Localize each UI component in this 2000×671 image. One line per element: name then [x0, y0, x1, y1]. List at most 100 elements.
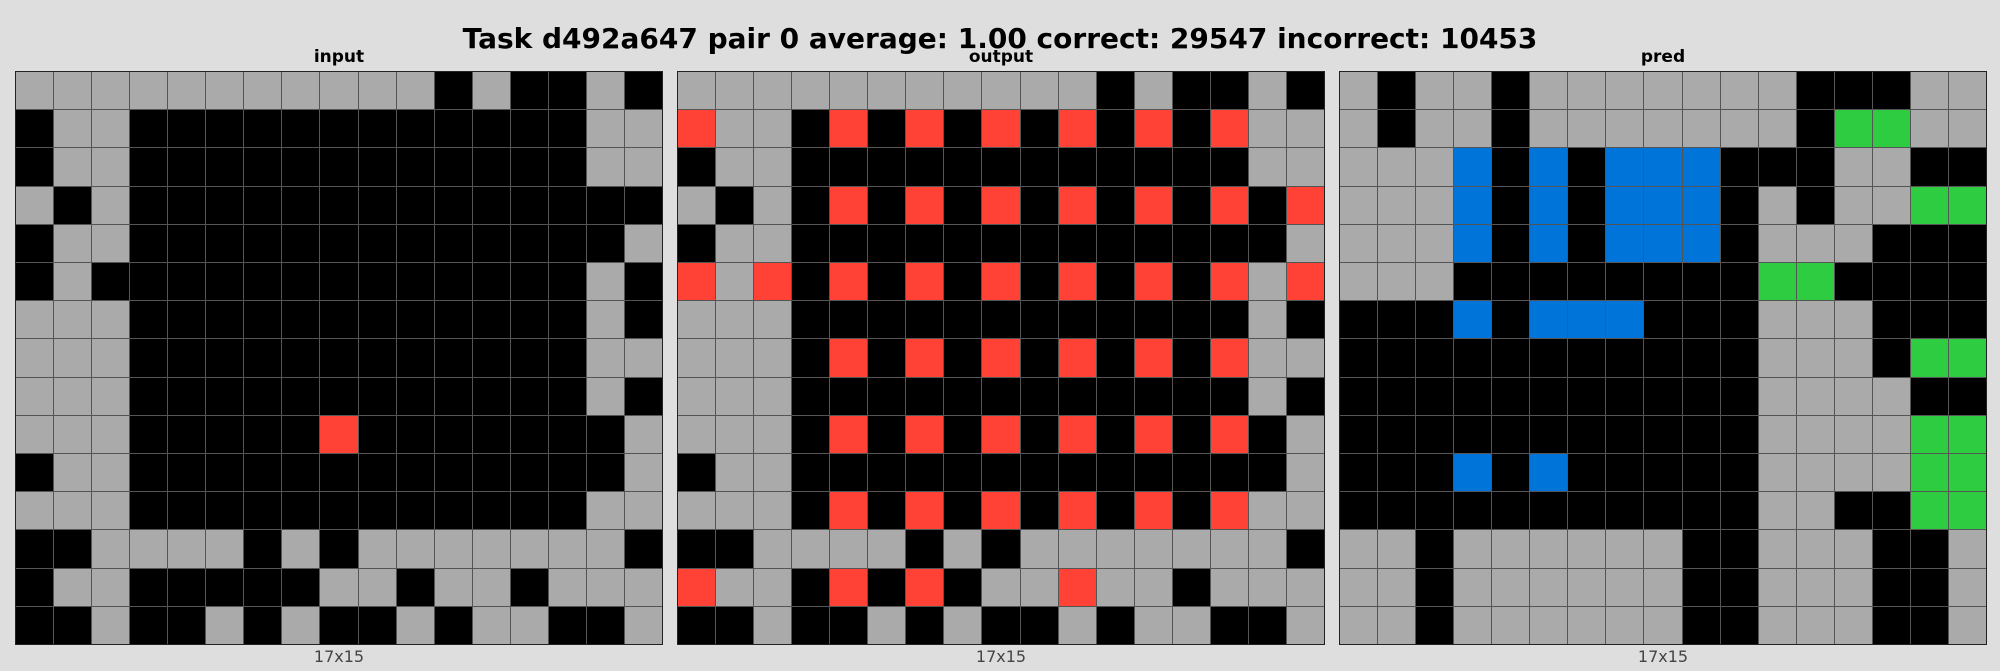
- input-panel: input 17x15: [15, 46, 663, 666]
- grid-cell: [716, 606, 754, 644]
- grid-cell: [586, 530, 624, 568]
- grid-cell: [678, 148, 716, 186]
- grid-cell: [1378, 568, 1416, 606]
- grid-cell: [1568, 301, 1606, 339]
- grid-cell: [1134, 110, 1172, 148]
- grid-cell: [754, 263, 792, 301]
- grid-cell: [868, 530, 906, 568]
- grid-cell: [1416, 224, 1454, 262]
- grid-cell: [1416, 606, 1454, 644]
- grid-cell: [1644, 224, 1682, 262]
- grid-cell: [434, 606, 472, 644]
- grid-cell: [792, 568, 830, 606]
- grid-cell: [472, 377, 510, 415]
- grid-cell: [1058, 263, 1096, 301]
- grid-cell: [92, 377, 130, 415]
- grid-cell: [830, 606, 868, 644]
- grid-cell: [754, 301, 792, 339]
- grid-cell: [944, 224, 982, 262]
- grid-cell: [906, 377, 944, 415]
- grid-cell: [1606, 377, 1644, 415]
- grid-cell: [1058, 568, 1096, 606]
- grid-cell: [206, 606, 244, 644]
- grid-cell: [1454, 148, 1492, 186]
- grid-cell: [1020, 415, 1058, 453]
- grid-cell: [1606, 415, 1644, 453]
- grid-cell: [244, 301, 282, 339]
- grid-cell: [206, 148, 244, 186]
- grid-cell: [1606, 263, 1644, 301]
- grid-cell: [1606, 72, 1644, 110]
- grid-cell: [678, 568, 716, 606]
- grid-cell: [396, 492, 434, 530]
- grid-cell: [92, 568, 130, 606]
- grid-cell: [434, 492, 472, 530]
- grid-cell: [510, 492, 548, 530]
- grid-cell: [792, 224, 830, 262]
- grid-cell: [1020, 224, 1058, 262]
- grid-cell: [1096, 568, 1134, 606]
- grid-cell: [586, 186, 624, 224]
- grid-cell: [130, 606, 168, 644]
- grid-cell: [168, 110, 206, 148]
- grid-cell: [1796, 186, 1834, 224]
- grid-cell: [548, 72, 586, 110]
- grid-cell: [1758, 568, 1796, 606]
- grid-cell: [548, 263, 586, 301]
- grid-cell: [1796, 415, 1834, 453]
- grid-cell: [396, 186, 434, 224]
- grid-cell: [282, 606, 320, 644]
- grid-cell: [1286, 72, 1324, 110]
- grid-cell: [868, 72, 906, 110]
- grid-cell: [1096, 186, 1134, 224]
- grid-cell: [1758, 72, 1796, 110]
- grid-cell: [1530, 530, 1568, 568]
- grid-cell: [868, 339, 906, 377]
- grid-cell: [624, 530, 662, 568]
- grid-cell: [1172, 415, 1210, 453]
- grid-cell: [624, 492, 662, 530]
- grid-cell: [792, 186, 830, 224]
- grid-cell: [1058, 606, 1096, 644]
- grid-cell: [54, 530, 92, 568]
- grid-cell: [282, 492, 320, 530]
- grid-cell: [716, 110, 754, 148]
- grid-cell: [830, 186, 868, 224]
- grid-cell: [754, 224, 792, 262]
- grid-cell: [1454, 301, 1492, 339]
- grid-cell: [624, 110, 662, 148]
- grid-cell: [1720, 454, 1758, 492]
- grid-cell: [1172, 148, 1210, 186]
- grid-cell: [1644, 530, 1682, 568]
- grid-cell: [1134, 301, 1172, 339]
- grid-cell: [1644, 148, 1682, 186]
- grid-cell: [510, 301, 548, 339]
- grid-cell: [1172, 263, 1210, 301]
- grid-cell: [548, 339, 586, 377]
- grid-cell: [716, 148, 754, 186]
- grid-cell: [1530, 377, 1568, 415]
- grid-cell: [1492, 72, 1530, 110]
- grid-cell: [1248, 148, 1286, 186]
- grid-cell: [396, 530, 434, 568]
- grid-cell: [944, 339, 982, 377]
- grid-cell: [1834, 186, 1872, 224]
- grid-cell: [1248, 415, 1286, 453]
- grid-cell: [54, 492, 92, 530]
- grid-cell: [320, 568, 358, 606]
- grid-cell: [1492, 301, 1530, 339]
- grid-cell: [1796, 110, 1834, 148]
- pred-grid: [1339, 71, 1987, 645]
- grid-cell: [1530, 263, 1568, 301]
- grid-cell: [1834, 72, 1872, 110]
- input-grid-dimensions: 17x15: [313, 647, 365, 666]
- grid-cell: [16, 263, 54, 301]
- grid-cell: [1210, 606, 1248, 644]
- grid-cell: [754, 148, 792, 186]
- grid-cell: [1210, 72, 1248, 110]
- grid-cell: [1454, 339, 1492, 377]
- grid-cell: [1720, 606, 1758, 644]
- grid-cell: [1378, 415, 1416, 453]
- grid-cell: [754, 377, 792, 415]
- grid-cell: [130, 568, 168, 606]
